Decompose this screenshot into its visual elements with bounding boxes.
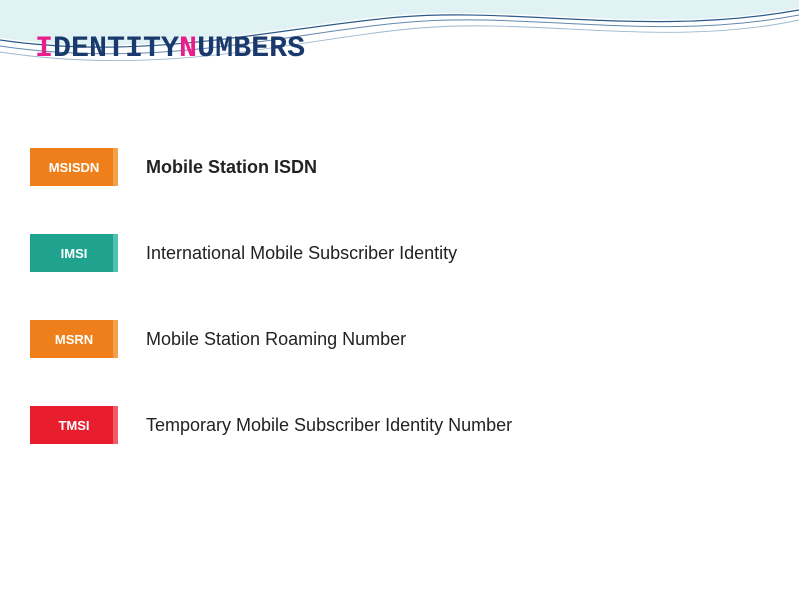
badge-label: TMSI: [58, 418, 89, 433]
list-item: TMSI Temporary Mobile Subscriber Identit…: [30, 406, 512, 444]
item-description: Mobile Station ISDN: [146, 157, 317, 178]
badge-msrn: MSRN: [30, 320, 118, 358]
badge-msisdn: MSISDN: [30, 148, 118, 186]
page-title: I DENTITY N UMBERS: [35, 32, 305, 66]
item-description: Mobile Station Roaming Number: [146, 329, 406, 350]
badge-label: IMSI: [61, 246, 88, 261]
list-item: MSISDN Mobile Station ISDN: [30, 148, 512, 186]
badge-accent: [113, 320, 118, 358]
title-word-umbers: UMBERS: [197, 32, 305, 66]
title-letter-N: N: [179, 32, 197, 66]
title-word-dentity: DENTITY: [53, 32, 179, 66]
item-description: International Mobile Subscriber Identity: [146, 243, 457, 264]
title-letter-I: I: [35, 32, 53, 66]
badge-label: MSISDN: [49, 160, 100, 175]
badge-tmsi: TMSI: [30, 406, 118, 444]
badge-label: MSRN: [55, 332, 93, 347]
badge-accent: [113, 406, 118, 444]
list-item: MSRN Mobile Station Roaming Number: [30, 320, 512, 358]
identity-list: MSISDN Mobile Station ISDN IMSI Internat…: [30, 148, 512, 444]
list-item: IMSI International Mobile Subscriber Ide…: [30, 234, 512, 272]
item-description: Temporary Mobile Subscriber Identity Num…: [146, 415, 512, 436]
badge-accent: [113, 234, 118, 272]
badge-accent: [113, 148, 118, 186]
badge-imsi: IMSI: [30, 234, 118, 272]
